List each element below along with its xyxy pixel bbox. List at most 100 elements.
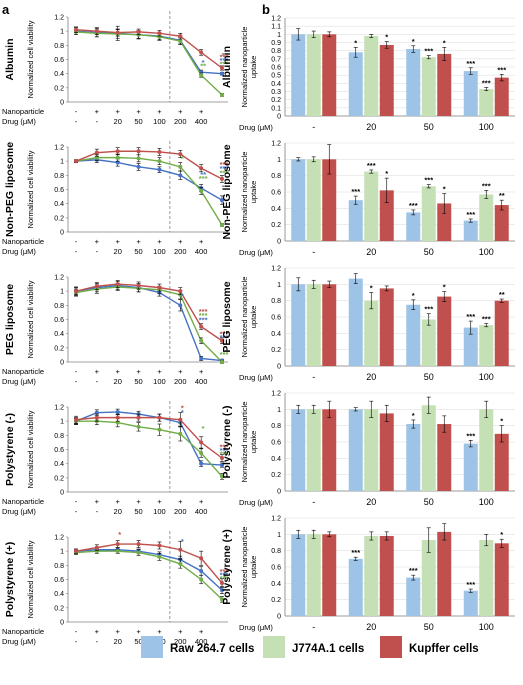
bar <box>306 34 321 117</box>
nanoparticle-tick: + <box>116 107 121 116</box>
nanoparticle-tick: + <box>199 627 204 636</box>
y-axis-label: Normalized nanoparticleuptake <box>240 27 258 108</box>
drug-tick: - <box>75 247 78 256</box>
significance-mark: *** <box>424 47 433 56</box>
bar <box>364 171 379 241</box>
legend-label-raw: Raw 264.7 cells <box>170 643 254 655</box>
significance-mark: * <box>412 291 415 300</box>
significance-mark: *** <box>367 161 376 170</box>
significance-mark: *** <box>220 350 229 359</box>
data-point <box>136 542 141 547</box>
nanoparticle-tick: - <box>75 237 78 246</box>
significance-mark: * <box>181 408 184 417</box>
series-line-1 <box>76 420 223 477</box>
row-title: PEG liposome <box>4 284 16 355</box>
significance-mark: * <box>443 38 446 47</box>
drug-tick: 50 <box>134 117 142 126</box>
y-tick-label: 1.2 <box>271 141 281 148</box>
y-axis-label-line: uptake <box>249 56 258 79</box>
bar <box>437 424 452 491</box>
y-tick-label: 0.2 <box>271 222 281 229</box>
data-point <box>74 159 78 164</box>
bar <box>364 535 379 616</box>
significance-mark: * <box>385 169 388 178</box>
row-title: Non-PEG liposome <box>4 142 16 237</box>
data-point <box>199 451 204 456</box>
data-point <box>178 152 183 157</box>
significance-mark: *** <box>409 566 418 575</box>
bar <box>406 424 421 491</box>
significance-mark: * <box>202 424 205 433</box>
nanoparticle-tick: + <box>116 237 121 246</box>
drug-tick: 50 <box>134 637 142 646</box>
y-tick-label: 0 <box>277 364 281 371</box>
legend-swatch-j774 <box>263 636 285 658</box>
data-point <box>136 149 141 154</box>
category-label: - <box>312 622 315 632</box>
significance-mark: *** <box>482 315 491 324</box>
data-point <box>136 415 141 420</box>
significance-mark: *** <box>482 181 491 190</box>
bar <box>379 44 394 117</box>
drug-tick: - <box>75 637 78 646</box>
data-point <box>220 581 224 586</box>
y-tick-label: 0.2 <box>54 605 64 612</box>
y-tick-label: 1.2 <box>54 405 64 412</box>
data-point <box>115 549 120 554</box>
data-point <box>115 160 120 165</box>
series-line-0 <box>75 411 223 466</box>
significance-mark: *** <box>199 315 208 324</box>
nanoparticle-tick: + <box>178 627 183 636</box>
y-tick-label: 0.9 <box>271 40 281 47</box>
data-point <box>157 554 162 559</box>
data-point <box>94 150 99 155</box>
drug-tick: 400 <box>195 637 208 646</box>
y-tick-label: 0.8 <box>54 173 64 180</box>
nanoparticle-tick: + <box>95 497 100 506</box>
nanoparticle-tick: + <box>95 367 100 376</box>
bar <box>494 543 509 616</box>
data-point <box>115 420 120 425</box>
significance-mark: *** <box>409 201 418 210</box>
y-tick-label: 0.8 <box>54 433 64 440</box>
bar <box>479 194 494 241</box>
drug-tick: 400 <box>195 377 208 386</box>
bar <box>348 409 363 491</box>
y-tick-label: 1.2 <box>54 15 64 22</box>
data-point <box>136 424 141 429</box>
y-tick-label: 0 <box>277 239 281 246</box>
nanoparticle-tick: + <box>136 497 141 506</box>
y-axis-label: Normalized cell viability <box>26 280 35 358</box>
data-point <box>199 338 204 343</box>
bar <box>479 89 494 116</box>
nanoparticle-row-label: Nanoparticle <box>2 237 44 246</box>
nanoparticle-row-label: Nanoparticle <box>2 367 44 376</box>
drug-row-label: Drug (μM) <box>2 637 36 646</box>
drug-tick: 200 <box>174 637 187 646</box>
data-point <box>220 71 224 76</box>
y-tick-label: 0.7 <box>271 56 281 63</box>
nanoparticle-tick: + <box>199 237 204 246</box>
row-title: PEG liposome <box>221 281 233 352</box>
significance-mark: ** <box>200 62 206 71</box>
y-tick-label: 1.1 <box>271 24 281 31</box>
row-title: Non-PEG liposome <box>221 144 233 239</box>
drug-tick: 400 <box>195 117 208 126</box>
bar <box>421 186 436 241</box>
y-tick-label: 0.2 <box>54 215 64 222</box>
drug-tick: 50 <box>134 247 142 256</box>
data-point <box>178 289 183 294</box>
drug-tick: 100 <box>153 247 166 256</box>
bar <box>306 534 321 616</box>
y-tick-label: 1 <box>60 289 64 296</box>
drug-tick: - <box>75 507 78 516</box>
series-line-2 <box>75 29 223 69</box>
data-point <box>199 50 204 55</box>
y-axis-label: Normalized nanoparticleuptake <box>240 402 258 483</box>
series-line-2 <box>75 283 223 342</box>
category-label: 20 <box>366 497 376 507</box>
series-line-2 <box>75 543 223 584</box>
y-tick-label: 0.8 <box>54 563 64 570</box>
data-point <box>157 167 162 172</box>
drug-tick: - <box>75 377 78 386</box>
